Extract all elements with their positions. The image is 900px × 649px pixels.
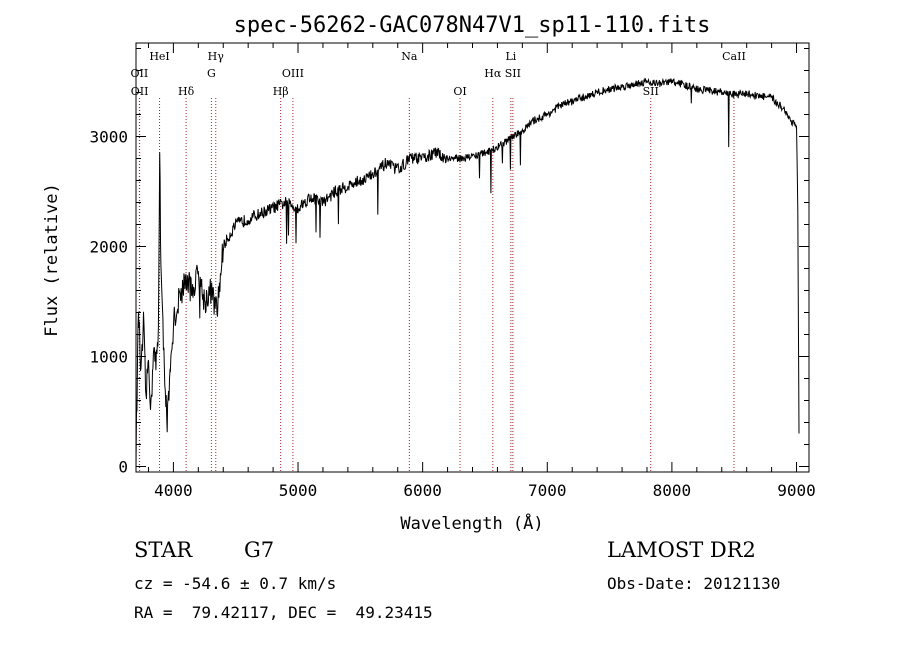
y-tick-label: 0 <box>118 458 128 477</box>
marker-label: CaII <box>722 50 746 63</box>
y-axis-label: Flux (relative) <box>42 183 62 337</box>
y-tick-label: 1000 <box>89 348 128 367</box>
x-tick-label: 9000 <box>777 481 816 500</box>
x-axis: 4000 5000 6000 7000 8000 9000 <box>147 43 816 500</box>
object-class: STAR <box>134 538 193 562</box>
y-axis: 0 1000 2000 3000 <box>89 48 809 477</box>
marker-label: OII <box>131 67 149 80</box>
x-tick-label: 8000 <box>653 481 692 500</box>
marker-label: Li <box>505 50 516 63</box>
marker-label: Hγ <box>208 50 225 63</box>
x-tick-label: 6000 <box>403 481 442 500</box>
spectrum-line <box>135 77 800 468</box>
y-tick-label: 3000 <box>89 128 128 147</box>
survey-name: LAMOST DR2 <box>607 538 756 562</box>
x-axis-label: Wavelength (Å) <box>400 512 543 534</box>
plot-frame <box>135 42 810 473</box>
marker-label: SII <box>643 85 659 98</box>
marker-label: OIII <box>282 67 304 80</box>
marker-label: G <box>207 67 216 80</box>
chart-title: spec-56262-GAC078N47V1_sp11-110.fits <box>234 13 711 38</box>
observation-date: Obs-Date: 20121130 <box>607 574 781 593</box>
sky-coordinates: RA = 79.42117, DEC = 49.23415 <box>134 603 433 622</box>
x-tick-label: 7000 <box>528 481 567 500</box>
y-tick-label: 2000 <box>89 238 128 257</box>
object-subclass: G7 <box>244 538 275 562</box>
marker-label: OI <box>453 85 466 98</box>
x-tick-label: 4000 <box>154 481 193 500</box>
marker-label: Hδ <box>178 85 195 98</box>
marker-label: OII <box>131 85 149 98</box>
x-tick-label: 5000 <box>279 481 318 500</box>
marker-label: SII <box>505 67 521 80</box>
redshift-velocity: cz = -54.6 ± 0.7 km/s <box>134 574 337 593</box>
marker-label: Hβ <box>273 85 289 98</box>
marker-label: Hα <box>484 67 502 80</box>
marker-label: Na <box>401 50 418 63</box>
marker-label: HeI <box>149 50 169 63</box>
